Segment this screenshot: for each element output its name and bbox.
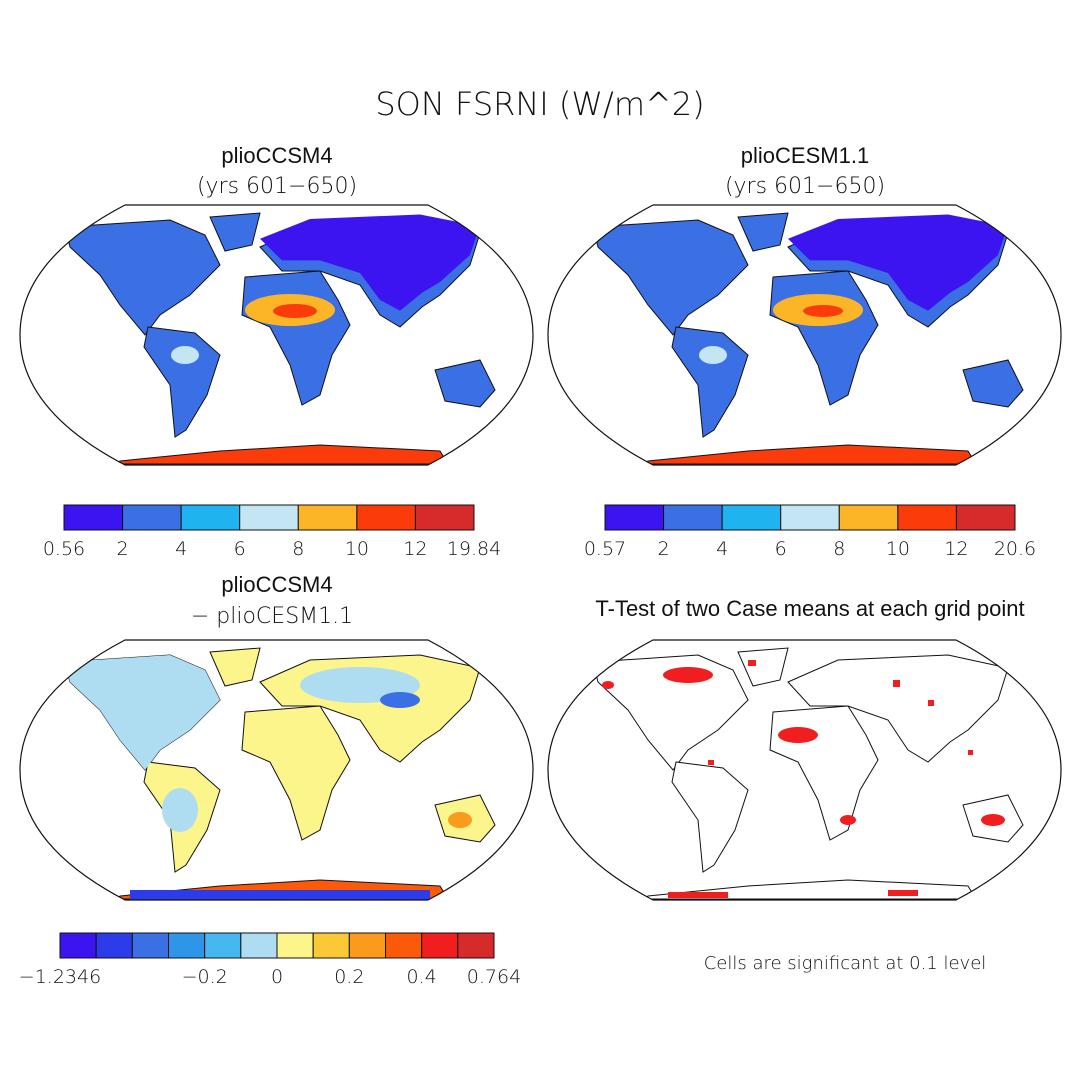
colorbar-label: 19.84 <box>447 538 501 560</box>
colorbar-label: −0.2 <box>182 966 228 988</box>
panel-title: plioCCSM4 <box>221 572 332 597</box>
colorbar-bin <box>180 504 241 531</box>
colorbar-bin <box>604 504 665 531</box>
colorbar-label: 4 <box>175 538 187 560</box>
colorbar-label: 6 <box>775 538 787 560</box>
colorbar-label: 2 <box>658 538 670 560</box>
colorbar-label: 4 <box>716 538 728 560</box>
colorbar-bin <box>457 932 495 959</box>
colorbar-bin <box>240 932 278 959</box>
colorbar-bin <box>204 932 242 959</box>
colorbar-bin <box>421 932 459 959</box>
colorbar-bin <box>414 504 475 531</box>
colorbar-bin <box>312 932 350 959</box>
colorbar-label: 8 <box>833 538 845 560</box>
colorbar-bin <box>95 932 133 959</box>
colorbar-bin <box>897 504 957 531</box>
colorbar-label: 0.2 <box>334 966 364 988</box>
colorbar-label: 10 <box>886 538 910 560</box>
colorbar-bin <box>168 932 206 959</box>
map <box>19 204 534 466</box>
panel-subtitle: (yrs 601−650) <box>197 174 357 199</box>
colorbar-bin <box>780 504 840 531</box>
colorbar-bin <box>239 504 299 531</box>
colorbar-label: 10 <box>345 538 369 560</box>
colorbar-bin <box>955 504 1016 531</box>
panel-subtitle: − plioCESM1.1 <box>191 604 353 629</box>
panel-title: T-Test of two Case means at each grid po… <box>595 596 1024 621</box>
colorbar-label: 2 <box>117 538 129 560</box>
colorbar-bin <box>131 932 169 959</box>
panel-note: Cells are significant at 0.1 level <box>704 953 987 974</box>
map <box>19 639 534 901</box>
map <box>547 204 1062 466</box>
colorbar-label: −1.2346 <box>19 966 101 988</box>
panel-title: plioCESM1.1 <box>741 143 869 168</box>
colorbar-label: 0.57 <box>584 538 626 560</box>
figure-title: SON FSRNI (W/m^2) <box>375 85 704 123</box>
colorbar-label: 0.764 <box>467 966 521 988</box>
colorbar-bin <box>122 504 182 531</box>
colorbar-bin <box>348 932 387 959</box>
colorbar-label: 12 <box>403 538 427 560</box>
colorbar-label: 20.6 <box>994 538 1036 560</box>
colorbar-bin <box>663 504 723 531</box>
colorbar-bin <box>59 932 97 959</box>
colorbar-label: 0.4 <box>407 966 437 988</box>
colorbar-label: 0 <box>271 966 283 988</box>
colorbar-label: 0.56 <box>43 538 85 560</box>
colorbar-bin <box>356 504 416 531</box>
panel-subtitle: (yrs 601−650) <box>725 174 885 199</box>
colorbar-bin <box>276 932 314 959</box>
map <box>547 639 1062 901</box>
colorbar-bin <box>721 504 782 531</box>
colorbar-bin <box>385 932 423 959</box>
colorbar-bin <box>838 504 899 531</box>
colorbar-bin <box>297 504 358 531</box>
colorbar-bin <box>63 504 124 531</box>
panel-title: plioCCSM4 <box>221 143 332 168</box>
colorbar-label: 6 <box>234 538 246 560</box>
colorbar-label: 8 <box>292 538 304 560</box>
colorbar-label: 12 <box>944 538 968 560</box>
